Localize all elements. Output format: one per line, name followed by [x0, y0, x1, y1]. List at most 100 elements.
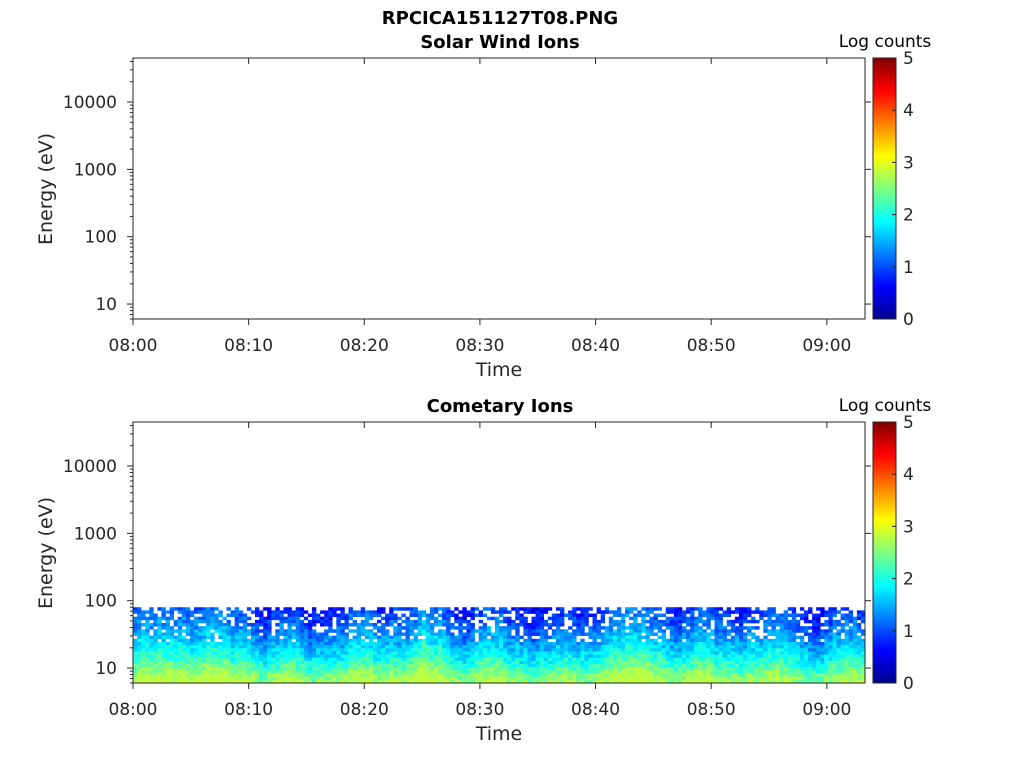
- heatmap-cell: [438, 679, 443, 684]
- heatmap-cell: [291, 648, 296, 652]
- heatmap-cell: [320, 660, 325, 665]
- heatmap-cell: [352, 673, 357, 677]
- heatmap-cell: [311, 632, 317, 636]
- heatmap-cell: [718, 632, 723, 636]
- heatmap-cell: [856, 670, 862, 674]
- heatmap-cell: [494, 610, 500, 614]
- heatmap-cell: [698, 660, 703, 665]
- heatmap-cell: [539, 623, 545, 627]
- heatmap-cell: [804, 629, 809, 633]
- heatmap-cell: [271, 641, 276, 646]
- heatmap-cell: [311, 623, 317, 627]
- heatmap-cell: [157, 679, 162, 684]
- heatmap-cell: [649, 641, 654, 646]
- heatmap-cell: [702, 673, 707, 677]
- heatmap-cell: [291, 679, 296, 684]
- heatmap-cell: [840, 607, 845, 611]
- heatmap-cell: [852, 676, 858, 681]
- heatmap-cell: [348, 641, 353, 646]
- heatmap-cell: [393, 654, 398, 659]
- heatmap-cell: [255, 657, 260, 662]
- heatmap-cell: [250, 638, 256, 643]
- heatmap-cell: [706, 613, 711, 618]
- heatmap-cell: [169, 635, 174, 640]
- heatmap-cell: [722, 638, 728, 643]
- heatmap-cell: [454, 619, 459, 624]
- heatmap-cell: [560, 623, 565, 627]
- heatmap-cell: [161, 657, 166, 662]
- heatmap-cell: [307, 635, 313, 640]
- heatmap-cell: [572, 654, 577, 659]
- heatmap-cell: [336, 638, 341, 643]
- heatmap-cell: [397, 638, 402, 643]
- heatmap-cell: [844, 635, 850, 640]
- heatmap-cell: [255, 660, 260, 665]
- heatmap-cell: [466, 626, 471, 630]
- heatmap-cell: [405, 623, 410, 627]
- heatmap-cell: [238, 648, 244, 652]
- heatmap-cell: [303, 632, 309, 636]
- heatmap-cell: [490, 651, 496, 655]
- heatmap-cell: [523, 607, 528, 611]
- heatmap-cell: [218, 619, 223, 624]
- heatmap-cell: [149, 648, 154, 652]
- heatmap-cell: [612, 629, 618, 633]
- heatmap-cell: [454, 654, 459, 659]
- heatmap-cell: [576, 679, 581, 684]
- heatmap-cell: [856, 651, 862, 655]
- heatmap-cell: [820, 629, 825, 633]
- heatmap-cell: [198, 679, 203, 684]
- heatmap-cell: [226, 613, 231, 618]
- heatmap-cell: [222, 660, 227, 665]
- heatmap-cell: [486, 607, 492, 611]
- heatmap-cell: [263, 641, 268, 646]
- heatmap-cell: [856, 623, 862, 627]
- heatmap-cell: [560, 641, 565, 646]
- heatmap-cell: [267, 679, 272, 684]
- heatmap-cell: [812, 679, 817, 684]
- heatmap-cell: [250, 648, 256, 652]
- heatmap-cell: [600, 613, 606, 618]
- heatmap-cell: [645, 679, 650, 684]
- heatmap-cell: [494, 664, 500, 668]
- heatmap-cell: [133, 619, 138, 624]
- heatmap-cell: [393, 673, 398, 677]
- heatmap-cell: [421, 641, 427, 646]
- heatmap-cell: [226, 619, 231, 624]
- heatmap-cell: [828, 613, 833, 618]
- heatmap-cell: [303, 657, 309, 662]
- heatmap-cell: [621, 638, 626, 643]
- heatmap-cell: [645, 613, 650, 618]
- heatmap-cell: [625, 679, 630, 684]
- heatmap-cell: [791, 616, 797, 621]
- heatmap-cell: [348, 610, 353, 614]
- heatmap-cell: [747, 626, 752, 630]
- heatmap-cell: [165, 610, 170, 614]
- heatmap-cell: [226, 676, 231, 681]
- heatmap-cell: [238, 626, 244, 630]
- heatmap-cell: [234, 635, 240, 640]
- x-tick-label: 08:00: [109, 700, 158, 720]
- heatmap-cell: [543, 673, 549, 677]
- heatmap-cell: [551, 664, 557, 668]
- heatmap-cell: [442, 607, 447, 611]
- heatmap-cell: [198, 657, 203, 662]
- heatmap-cell: [791, 623, 797, 627]
- heatmap-cell: [336, 629, 341, 633]
- heatmap-cell: [828, 679, 833, 684]
- heatmap-cell: [787, 623, 793, 627]
- heatmap-cell: [425, 648, 431, 652]
- heatmap-cell: [340, 667, 345, 671]
- heatmap-cell: [401, 664, 406, 668]
- heatmap-cell: [454, 657, 459, 662]
- heatmap-cell: [271, 670, 276, 674]
- heatmap-cell: [840, 676, 845, 681]
- heatmap-cell: [177, 629, 183, 633]
- heatmap-cell: [812, 632, 817, 636]
- heatmap-cell: [364, 679, 370, 684]
- heatmap-cell: [775, 619, 780, 624]
- heatmap-cell: [560, 610, 565, 614]
- heatmap-cell: [535, 629, 540, 633]
- heatmap-cell: [539, 619, 545, 624]
- heatmap-cell: [580, 632, 585, 636]
